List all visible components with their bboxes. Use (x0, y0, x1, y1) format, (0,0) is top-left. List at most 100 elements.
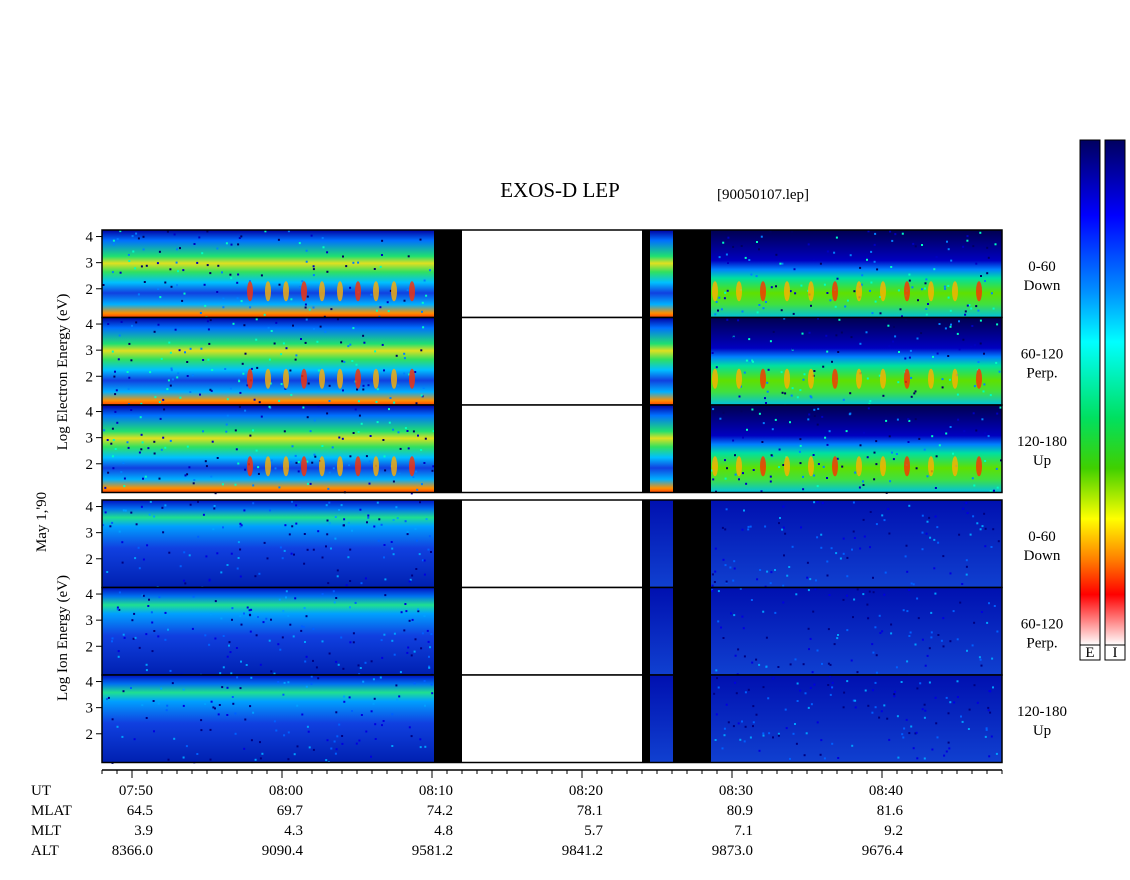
noise (807, 589, 810, 592)
noise (123, 477, 126, 480)
spectrogram (650, 230, 673, 318)
ephemeris-value: 9873.0 (712, 843, 753, 859)
noise (737, 722, 740, 725)
noise (765, 636, 768, 639)
noise (926, 520, 929, 523)
noise (976, 701, 979, 704)
noise (808, 648, 810, 651)
noise (219, 672, 222, 675)
noise (214, 637, 217, 640)
noise (343, 518, 346, 521)
noise (966, 304, 969, 307)
burst (391, 281, 397, 302)
noise (373, 268, 376, 270)
noise (378, 518, 381, 521)
noise (795, 593, 798, 596)
noise (828, 430, 831, 433)
noise (423, 615, 426, 618)
noise (752, 721, 755, 724)
noise (868, 590, 871, 593)
burst (247, 456, 253, 477)
noise (244, 718, 247, 721)
noise (789, 421, 791, 424)
burst (880, 368, 886, 389)
noise (249, 280, 251, 282)
noise (988, 602, 990, 605)
noise (817, 407, 820, 410)
noise (883, 593, 886, 596)
noise (244, 352, 247, 355)
noise (244, 409, 247, 412)
noise (875, 440, 878, 443)
noise (775, 285, 777, 288)
noise (231, 696, 234, 698)
noise (312, 659, 314, 662)
noise (358, 414, 361, 417)
noise (123, 485, 126, 488)
noise (234, 429, 237, 432)
noise (981, 418, 984, 421)
noise (931, 435, 934, 438)
noise (749, 359, 752, 362)
noise (352, 632, 355, 635)
color-bar-ion (1104, 139, 1126, 646)
noise (423, 680, 426, 683)
noise (255, 318, 258, 321)
noise (925, 313, 928, 316)
noise (829, 693, 832, 696)
noise (765, 665, 768, 668)
noise (925, 308, 928, 310)
noise (236, 297, 239, 300)
noise (360, 714, 363, 716)
noise (266, 557, 269, 560)
noise (295, 461, 298, 464)
burst (928, 456, 934, 477)
burst (832, 368, 838, 389)
noise (381, 724, 383, 727)
noise (317, 530, 320, 533)
noise (966, 649, 968, 652)
noise (268, 405, 271, 408)
ephemeris-value: 08:30 (719, 783, 753, 799)
noise (145, 717, 148, 719)
noise (735, 692, 738, 695)
noise (209, 319, 212, 322)
noise (985, 728, 988, 731)
noise (252, 502, 255, 505)
noise (240, 524, 243, 527)
noise (791, 387, 794, 390)
noise (379, 676, 382, 679)
noise (328, 652, 331, 655)
noise (234, 483, 237, 486)
noise (352, 261, 355, 264)
noise (116, 421, 119, 424)
noise (971, 325, 974, 327)
noise (411, 574, 414, 577)
noise (178, 349, 181, 352)
burst (808, 281, 814, 302)
noise (888, 345, 891, 348)
noise (182, 688, 185, 691)
noise (932, 355, 934, 358)
noise (328, 400, 331, 402)
burst (337, 368, 343, 389)
noise (287, 614, 290, 617)
noise (209, 272, 212, 275)
spectrogram (711, 405, 1002, 493)
noise (758, 412, 761, 415)
noise (799, 462, 802, 465)
noise (342, 524, 345, 527)
noise (127, 403, 130, 406)
noise (812, 610, 815, 613)
noise (237, 557, 240, 559)
noise (949, 325, 952, 328)
noise (418, 553, 421, 556)
noise (988, 755, 991, 758)
noise (111, 455, 114, 458)
noise (135, 232, 138, 235)
noise (275, 729, 278, 732)
noise (969, 533, 972, 536)
noise (176, 376, 179, 379)
noise (311, 461, 314, 464)
noise (120, 471, 123, 474)
